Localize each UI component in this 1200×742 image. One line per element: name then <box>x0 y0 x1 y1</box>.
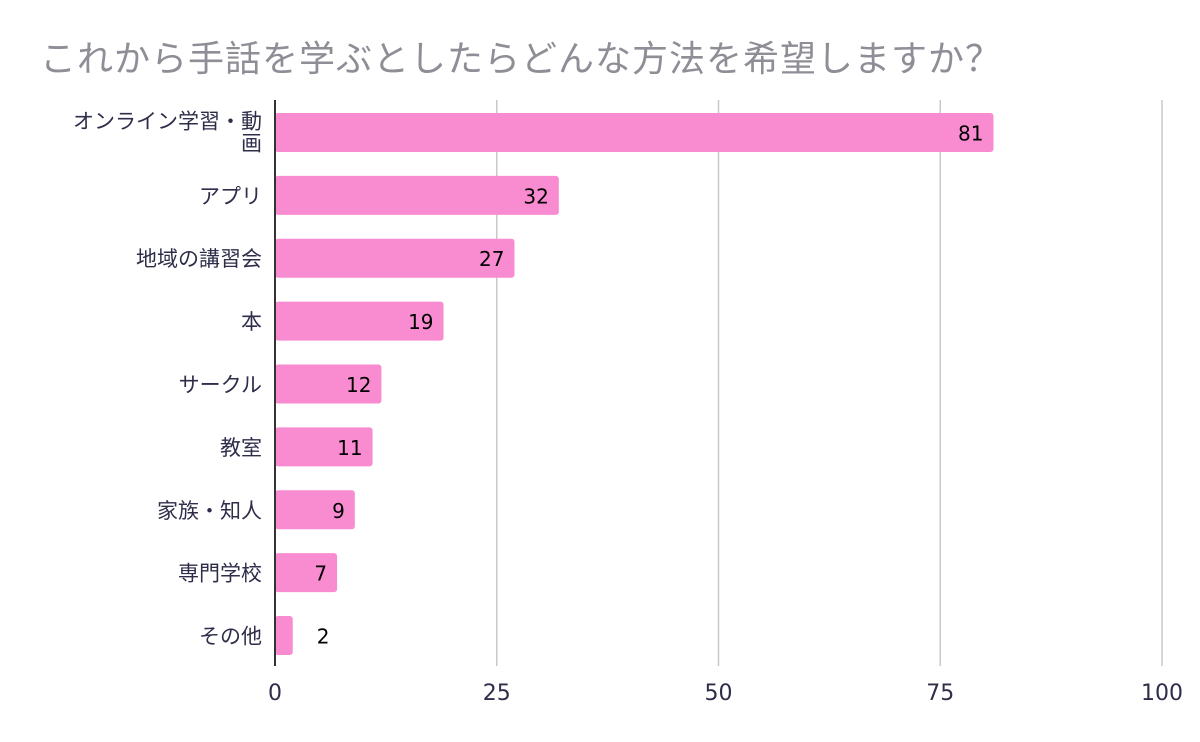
bar <box>275 301 444 341</box>
value-label: 27 <box>479 247 504 271</box>
value-label: 32 <box>523 184 548 208</box>
value-label: 9 <box>332 499 345 523</box>
x-tick-label: 50 <box>705 681 733 706</box>
category-label: 地域の講習会 <box>136 247 262 271</box>
x-tick-label: 100 <box>1141 681 1183 706</box>
value-label: 2 <box>317 625 330 649</box>
bar <box>275 490 355 530</box>
category-label: 教室 <box>220 436 262 460</box>
bar <box>275 175 559 215</box>
x-tick-label: 75 <box>926 681 954 706</box>
category-label: オンライン学習・動画 <box>73 109 262 155</box>
category-label: 家族・知人 <box>157 499 262 523</box>
chart-title: これから手話を学ぶとしたらどんな方法を希望しますか？ <box>40 39 1003 80</box>
bar <box>275 238 515 278</box>
value-label: 19 <box>408 310 433 334</box>
value-label: 81 <box>958 121 983 145</box>
x-tick-label: 0 <box>268 681 282 706</box>
category-label: サークル <box>179 373 262 397</box>
bar <box>275 427 373 467</box>
bar <box>275 616 293 656</box>
category-label: 専門学校 <box>178 562 262 586</box>
bar <box>275 364 382 404</box>
category-label: 本 <box>241 310 262 334</box>
bar <box>275 112 994 152</box>
category-label: その他 <box>199 625 262 649</box>
category-label: アプリ <box>199 184 262 208</box>
value-label: 7 <box>314 562 327 586</box>
bar <box>275 553 338 593</box>
x-tick-label: 25 <box>483 681 511 706</box>
value-label: 11 <box>337 436 362 460</box>
value-label: 12 <box>346 373 371 397</box>
